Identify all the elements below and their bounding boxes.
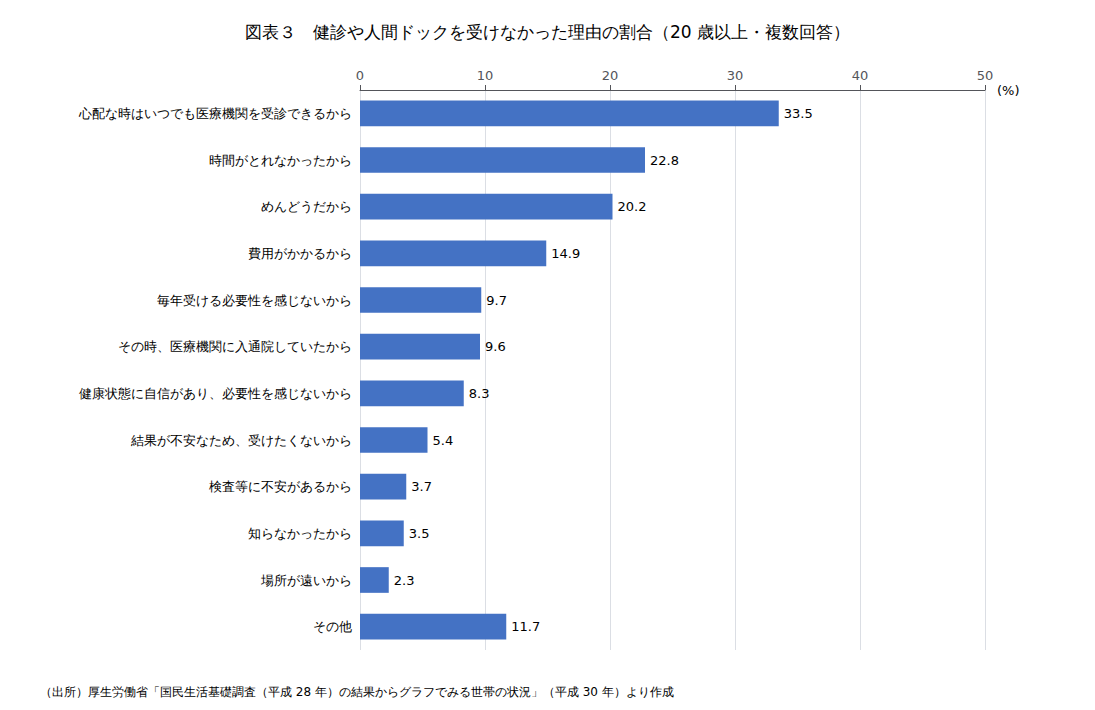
svg-text:9.7: 9.7 <box>486 293 507 308</box>
svg-text:結果が不安なため、受けたくないから: 結果が不安なため、受けたくないから <box>130 433 352 448</box>
svg-text:図表３ 健診や人間ドックを受けなかった理由の割合（20 歳以: 図表３ 健診や人間ドックを受けなかった理由の割合（20 歳以上・複数回答） <box>245 22 850 42</box>
svg-text:3.5: 3.5 <box>409 526 430 541</box>
svg-text:健康状態に自信があり、必要性を感じないから: 健康状態に自信があり、必要性を感じないから <box>79 386 352 401</box>
svg-text:14.9: 14.9 <box>551 246 580 261</box>
svg-text:22.8: 22.8 <box>650 153 679 168</box>
svg-text:場所が遠いから: 場所が遠いから <box>260 573 352 588</box>
svg-text:50: 50 <box>977 68 994 83</box>
svg-text:11.7: 11.7 <box>511 619 540 634</box>
svg-text:検査等に不安があるから: 検査等に不安があるから <box>209 479 352 494</box>
svg-text:その他: その他 <box>313 619 352 634</box>
svg-text:時間がとれなかったから: 時間がとれなかったから <box>209 153 352 168</box>
svg-text:めんどうだから: めんどうだから <box>261 199 352 214</box>
svg-text:(%): (%) <box>997 83 1020 98</box>
svg-text:0: 0 <box>356 68 364 83</box>
svg-text:30: 30 <box>727 68 744 83</box>
svg-text:33.5: 33.5 <box>784 106 813 121</box>
svg-text:3.7: 3.7 <box>411 479 432 494</box>
svg-text:2.3: 2.3 <box>394 573 415 588</box>
svg-text:9.6: 9.6 <box>485 339 506 354</box>
svg-text:心配な時はいつでも医療機関を受診できるから: 心配な時はいつでも医療機関を受診できるから <box>78 106 352 121</box>
svg-text:毎年受ける必要性を感じないから: 毎年受ける必要性を感じないから <box>157 293 352 308</box>
svg-text:費用がかかるから: 費用がかかるから <box>248 246 352 261</box>
svg-text:40: 40 <box>852 68 869 83</box>
svg-text:その時、医療機関に入通院していたから: その時、医療機関に入通院していたから <box>118 339 352 354</box>
svg-text:20.2: 20.2 <box>618 199 647 214</box>
svg-text:8.3: 8.3 <box>469 386 490 401</box>
svg-text:（出所）厚生労働省「国民生活基礎調査（平成 28 年）の結果: （出所）厚生労働省「国民生活基礎調査（平成 28 年）の結果からグラフでみる世帯… <box>40 685 674 699</box>
svg-text:5.4: 5.4 <box>433 433 454 448</box>
svg-text:知らなかったから: 知らなかったから <box>248 526 352 541</box>
svg-text:10: 10 <box>477 68 494 83</box>
svg-text:20: 20 <box>602 68 619 83</box>
